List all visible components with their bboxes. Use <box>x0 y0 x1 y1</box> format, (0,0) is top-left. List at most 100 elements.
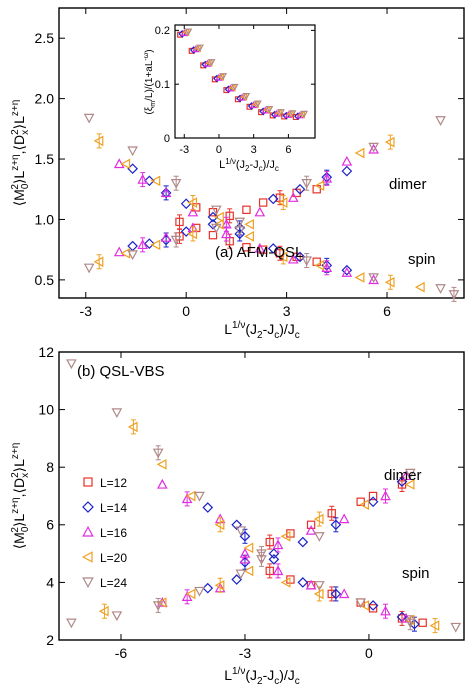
point-L24-spin <box>83 263 95 274</box>
point-L20-spin <box>359 600 370 611</box>
point-L24-dimer <box>256 549 267 560</box>
point-L20-dimer <box>214 519 225 531</box>
point-L12-spin <box>418 618 427 627</box>
panel-a-ticks: -3 0 3 6 0.5 1.0 1.5 2.0 2.5 <box>35 8 464 319</box>
point-L16-dimer <box>305 524 317 535</box>
y-tick-label: 4 <box>46 574 54 590</box>
inset-point-L24 <box>253 100 262 108</box>
point-L24-dimer <box>111 408 123 419</box>
y-tick-label: 0.5 <box>35 272 55 288</box>
point-L14-spin <box>267 243 279 254</box>
point-L24-spin <box>450 622 462 633</box>
point-L14-dimer <box>268 548 280 559</box>
point-L14-dimer <box>341 165 353 177</box>
point-L24-spin <box>435 284 446 294</box>
panel-a-marks <box>83 113 460 302</box>
point-L16-spin <box>321 262 333 272</box>
y-tick-label: 10 <box>38 402 54 418</box>
point-L14-spin <box>231 574 243 585</box>
point-L20-spin <box>93 256 104 268</box>
point-L20-dimer <box>243 542 254 554</box>
legend-label-L14: L=14 <box>100 501 127 515</box>
point-L16-dimer <box>341 155 353 166</box>
point-L20-dimer <box>314 180 325 191</box>
point-L14-dimer <box>297 536 309 548</box>
point-L24-dimer <box>435 116 446 126</box>
panel-a-frame <box>58 7 465 299</box>
panel-a-title: (a) AFM-QSL <box>215 244 303 261</box>
panel-b-marks <box>66 359 462 634</box>
point-L14-spin <box>234 228 246 240</box>
point-L12-dimer <box>225 211 234 221</box>
point-L14-spin <box>294 251 306 263</box>
inset-point-L24 <box>219 73 228 81</box>
y-tick-label: 1.0 <box>35 211 55 227</box>
point-L16-dimer <box>181 493 193 504</box>
point-L20-spin <box>280 577 291 588</box>
point-L16-dimer <box>137 174 149 184</box>
point-L24-dimer <box>83 113 95 124</box>
point-L24-spin <box>127 250 138 261</box>
point-L24-spin <box>66 618 77 629</box>
point-L16-spin <box>254 242 266 253</box>
point-L20-dimer <box>120 158 131 170</box>
inset-point-L24 <box>196 44 204 52</box>
legend-marker-L14 <box>82 501 94 513</box>
point-L24-dimer <box>66 359 77 370</box>
point-L20-spin <box>98 605 109 617</box>
point-L16-dimer <box>254 206 266 217</box>
inset-ylabel: (ξm/L)/(1+aL-ω) <box>143 49 157 114</box>
point-L14-spin <box>268 554 280 565</box>
point-L16-dimer <box>239 548 251 558</box>
legend-marker-L24 <box>82 577 94 589</box>
inset-point-L24 <box>207 59 216 67</box>
point-L12-dimer <box>242 205 251 214</box>
panel-a-dimer-label: dimer <box>389 176 427 193</box>
point-L20-spin <box>150 239 161 251</box>
point-L14-spin <box>341 264 353 276</box>
point-L20-spin <box>120 247 131 259</box>
point-L20-spin <box>314 260 325 271</box>
y-tick-label: 2.5 <box>35 30 55 46</box>
point-L24-dimer <box>210 205 222 216</box>
y-tick-label: 1.5 <box>35 151 55 167</box>
point-L14-dimer <box>202 502 214 513</box>
point-L20-dimer <box>214 211 224 223</box>
point-L20-dimer <box>354 147 365 159</box>
point-L24-dimer <box>404 468 416 479</box>
point-L12-dimer <box>258 198 268 207</box>
point-L20-spin <box>244 231 254 242</box>
point-L12-dimer <box>265 537 274 547</box>
y-tick-label: 8 <box>46 459 54 475</box>
point-L24-dimer <box>127 146 138 157</box>
x-tick-label: 3 <box>251 144 257 156</box>
point-L20-dimer <box>359 499 370 510</box>
point-L14-dimer <box>330 519 342 531</box>
point-L16-spin <box>341 267 353 277</box>
point-L24-spin <box>170 235 182 246</box>
y-tick-label: 0 <box>164 133 170 145</box>
x-tick-label: 0 <box>216 144 222 156</box>
point-L20-dimer <box>187 197 198 208</box>
point-L16-spin <box>272 565 284 576</box>
point-L16-spin <box>368 274 379 285</box>
point-L16-dimer <box>272 539 284 550</box>
point-L24-dimer <box>235 526 247 537</box>
panel-a-spin-label: spin <box>408 251 436 268</box>
point-L24-dimer <box>194 491 205 502</box>
legend-label-L20: L=20 <box>100 551 127 565</box>
point-L20-spin <box>243 565 254 577</box>
inset-point-L24 <box>230 83 239 92</box>
point-L14-dimer <box>144 175 155 187</box>
point-L24-spin <box>314 581 325 591</box>
x-tick-label: -3 <box>80 303 93 319</box>
point-L12-dimer <box>306 520 316 530</box>
point-L16-spin <box>160 232 172 242</box>
point-L20-dimer <box>93 135 104 147</box>
point-L16-dimer <box>287 192 299 202</box>
point-L16-spin <box>305 579 317 590</box>
inset-point-L24 <box>242 93 251 101</box>
inset-point-L24 <box>300 110 309 118</box>
inset-marks <box>177 28 309 121</box>
panel-b-dimer-label: dimer <box>384 467 422 484</box>
